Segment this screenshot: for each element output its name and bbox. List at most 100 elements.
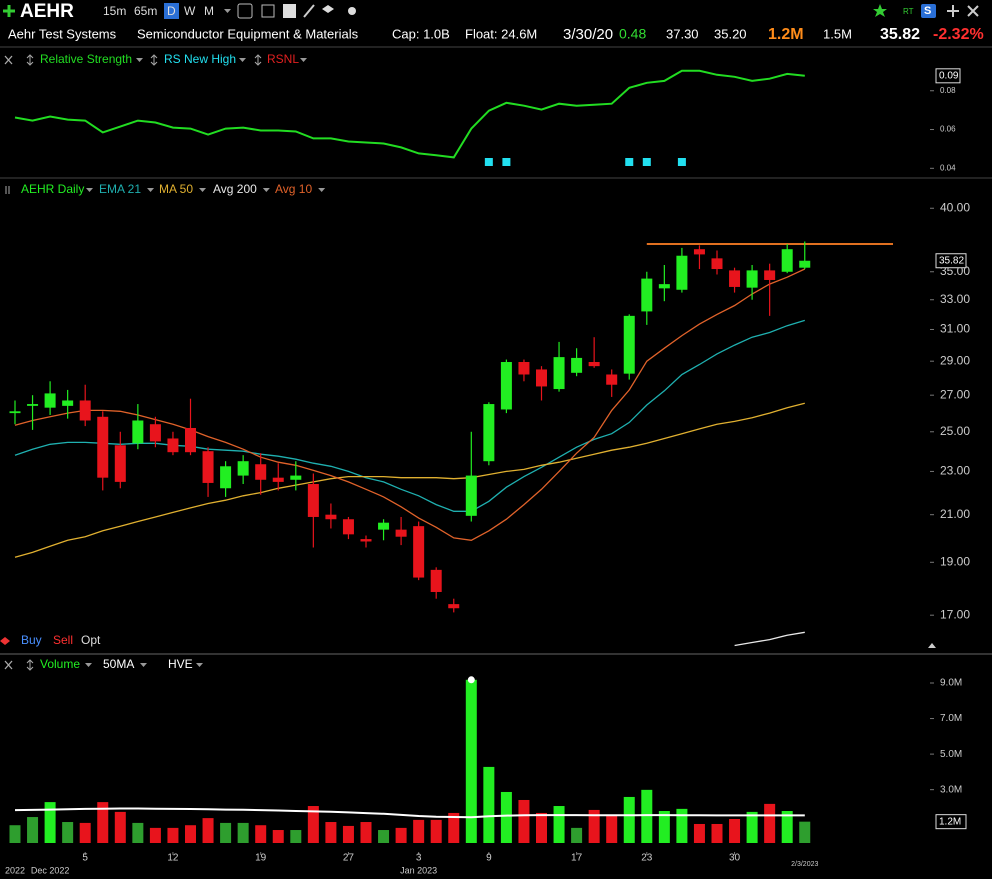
trade-button[interactable]: Opt [81,633,101,647]
candle-body [483,404,495,462]
x-tick-label: 5 [82,853,88,864]
info-avg-volume: 1.5M [823,26,852,41]
s-icon-box[interactable] [921,4,936,18]
volume-bar [746,811,758,843]
panel-handle[interactable] [5,186,10,194]
dropdown-arrow [147,188,155,192]
volume-bar [729,819,741,843]
info-pct-change: -2.32% [933,26,984,43]
candle-body [693,249,705,255]
add-icon[interactable] [3,5,15,17]
interval[interactable]: 15m [103,4,126,18]
y-tick-label: 40.00 [940,200,970,214]
volume-bar [606,814,618,843]
trade-button[interactable]: Sell [53,633,73,647]
legend-series: MA 50 [159,182,193,196]
tool-icon[interactable] [237,3,253,19]
tool-icon[interactable] [322,5,334,13]
legend-volume: Volume [40,657,80,671]
rs-last-label: 0.09 [939,70,959,81]
info-cap: Cap: 1.0B [392,26,450,41]
x-tick-label: 17 [571,853,583,864]
volume-bar [27,817,39,843]
volume-bar [307,806,319,843]
volume-bar [62,822,74,843]
y-tick-label: 19.00 [940,554,970,568]
candle-body [500,362,512,410]
x-tick-label: 27 [343,853,355,864]
y-tick-label: 21.00 [940,507,970,521]
candle-body [658,284,670,289]
candle-body [342,519,354,535]
move-icon[interactable] [947,5,959,17]
volume-bar [571,827,583,843]
close-panel[interactable] [4,660,13,670]
tool-icon[interactable] [261,4,275,18]
interval[interactable]: D [167,4,176,18]
legend-arrow [26,659,34,671]
close-icon[interactable] [967,5,979,17]
share-icon[interactable] [348,7,356,15]
volume-bar [149,827,161,843]
rs-new-high [502,158,511,166]
interval[interactable]: M [204,4,214,18]
y-tick-label: 27.00 [940,387,970,401]
dropdown-arrow [318,188,326,192]
volume-bar [623,796,635,843]
candle-body [114,445,126,482]
candle-body [132,420,144,444]
candle-body [290,475,302,480]
candle-body [413,526,425,578]
volume-bar [588,809,600,843]
candle-body [641,278,653,312]
rt-label[interactable]: RT [903,7,914,16]
legend-hve: HVE [168,657,193,671]
info-change: 0.48 [619,26,646,42]
s-label[interactable]: S [924,5,931,17]
candle-body [553,357,565,390]
y-tick-label: 29.00 [940,353,970,367]
candle-body [395,529,407,537]
x-tick-label: 12 [167,853,179,864]
interval[interactable]: 65m [134,4,157,18]
dropdown-arrow [224,9,231,13]
close-panel[interactable] [4,55,13,65]
moving-average [14,319,805,512]
candle-body [185,427,196,453]
info-volume: 1.2M [768,26,804,43]
volume-last-label-box [935,814,967,830]
volume-bar [79,822,91,843]
y-tick-label: 0.06 [940,125,956,134]
calendar-icon[interactable] [283,4,296,18]
rs-last-label-box [935,68,961,84]
candle-body [9,411,21,414]
volume-bar [342,825,354,843]
trade-button[interactable]: Buy [21,633,42,647]
volume-bar [518,799,530,843]
volume-bar [325,822,337,843]
y-tick-label: 5.0M [940,749,962,760]
volume-bar [378,830,390,843]
candle-body [79,400,91,421]
dropdown-arrow [196,663,203,667]
interval[interactable]: W [184,4,196,18]
star-icon[interactable] [873,4,887,17]
last-price-box [935,253,967,269]
candle-body [764,270,776,280]
last-price: 35.82 [939,255,964,266]
volume-bar [448,812,460,843]
candle-body [571,357,583,373]
volume-bar [220,822,232,843]
candle-body [378,522,390,530]
volume-bar [764,803,776,843]
dropdown-arrow [85,663,92,667]
info-price: 35.82 [880,26,920,43]
x-month-label: Dec 2022 [31,865,70,875]
dropdown-arrow [140,663,147,667]
y-tick-label: 33.00 [940,292,970,306]
dropdown-arrow [86,188,93,192]
draw-icon[interactable] [303,4,315,18]
rs-new-high [625,158,634,166]
candle-body [623,315,635,374]
